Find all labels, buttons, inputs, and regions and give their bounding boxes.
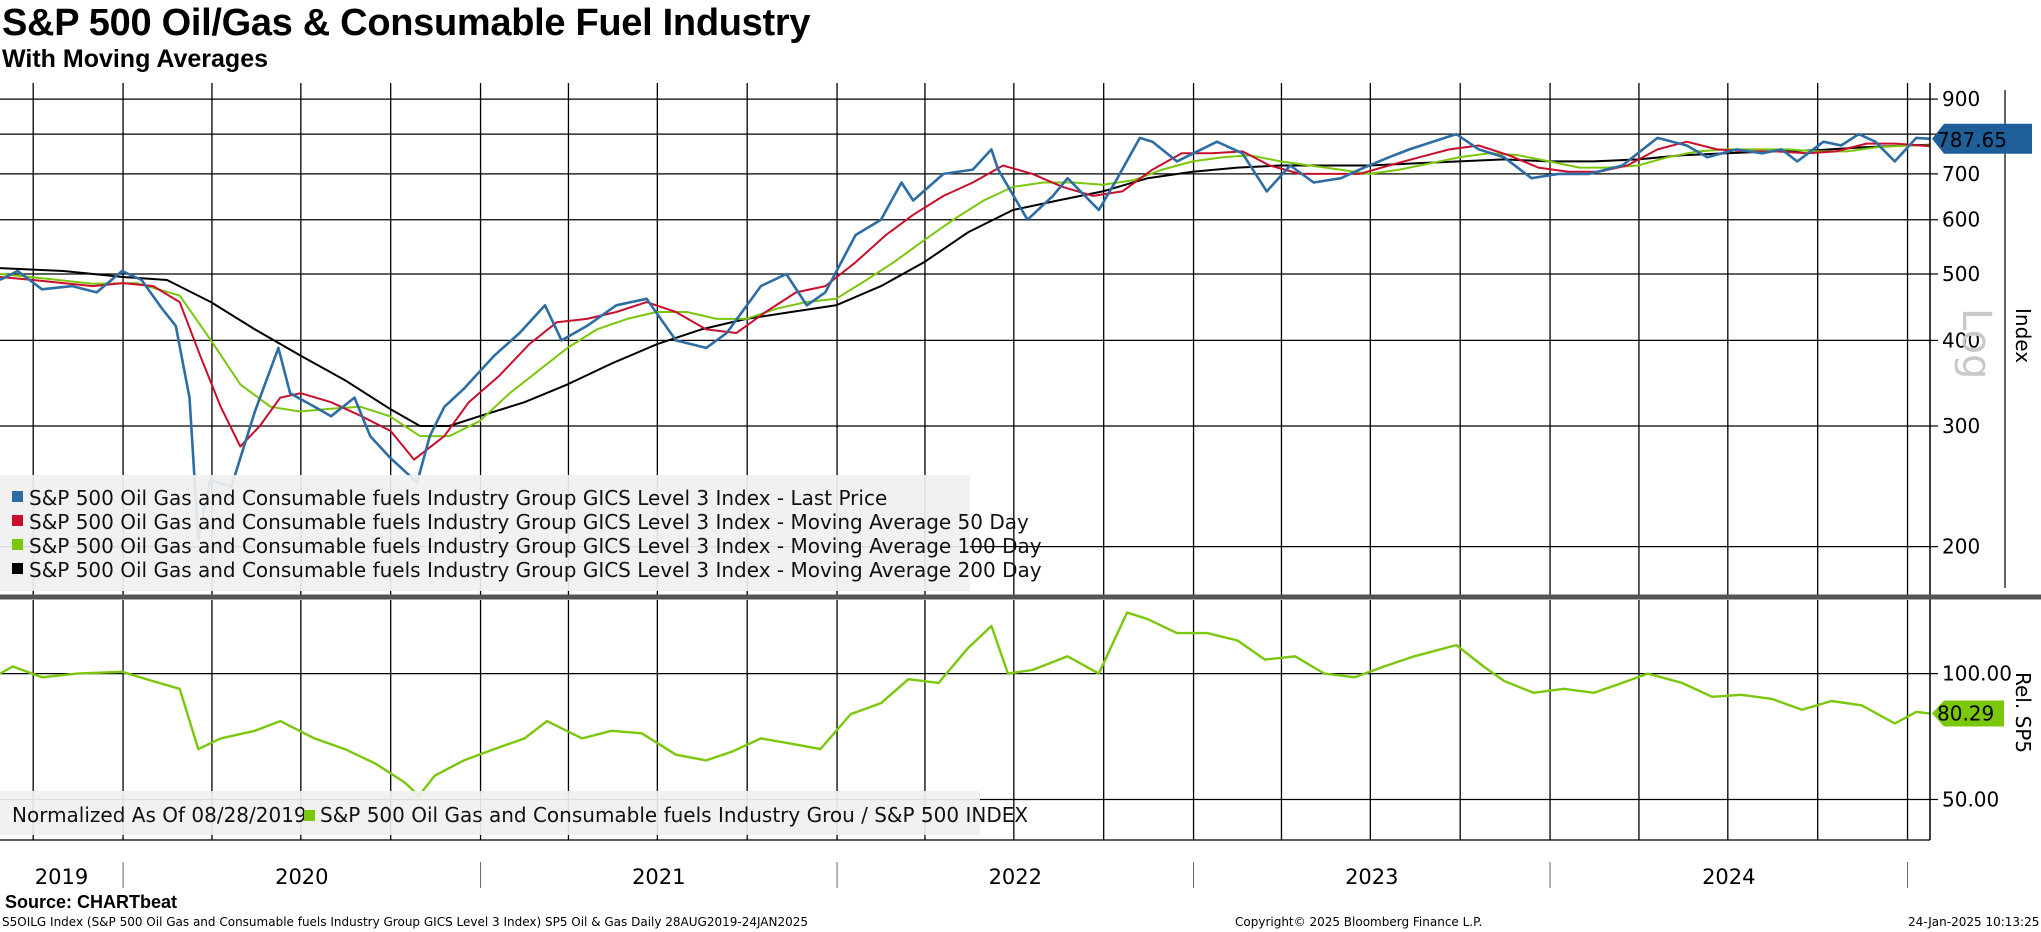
lower-legend-note: Normalized As Of 08/28/2019	[12, 803, 307, 827]
upper-y-tick-label: 300	[1942, 414, 1980, 438]
upper-y-tick-label: 500	[1942, 262, 1980, 286]
upper-last-value-flag: 787.65	[1932, 123, 2032, 154]
timestamp-label: 24-Jan-2025 10:13:25	[1908, 915, 2040, 929]
upper-panel-series	[0, 132, 1931, 541]
axes: 200 300 400 500 600 700 900 50.00 100.00 2019 2020…	[0, 83, 2041, 889]
series-line-last_price	[0, 132, 1931, 541]
upper-y-tick-label: 400	[1942, 328, 1980, 352]
lower-panel-series	[0, 611, 1931, 798]
year-label: 2024	[1702, 865, 1755, 889]
legend-swatch-last-price	[12, 491, 23, 502]
lower-y-tick-label: 50.00	[1942, 787, 1999, 811]
ticker-description: S5OILG Index (S&P 500 Oil Gas and Consum…	[2, 915, 809, 929]
legend-label-last-price: S&P 500 Oil Gas and Consumable fuels Ind…	[29, 486, 887, 510]
legend-label-ma50: S&P 500 Oil Gas and Consumable fuels Ind…	[29, 510, 1029, 534]
lower-legend-box	[0, 791, 980, 835]
legend-swatch-ma50	[12, 515, 23, 526]
lower-last-value-flag: 80.29	[1932, 700, 2004, 727]
lower-last-value-label: 80.29	[1937, 701, 1994, 725]
upper-y-tick-label: 200	[1942, 535, 1980, 559]
upper-y-tick-label: 900	[1942, 87, 1980, 111]
legend-label-ma100: S&P 500 Oil Gas and Consumable fuels Ind…	[29, 534, 1042, 558]
year-label: 2020	[275, 865, 328, 889]
lower-y-tick-label: 100.00	[1942, 662, 2012, 686]
chart-subtitle: With Moving Averages	[2, 45, 269, 73]
copyright-notice: Copyright© 2025 Bloomberg Finance L.P.	[1235, 915, 1483, 929]
source-label: Source: CHARTbeat	[5, 892, 178, 912]
chart-title: S&P 500 Oil/Gas & Consumable Fuel Indust…	[2, 2, 811, 44]
year-label: 2021	[632, 865, 685, 889]
series-line-ma200	[0, 143, 1931, 427]
lower-axis-label: Rel. SP5	[2011, 672, 2035, 753]
upper-last-value-label: 787.65	[1937, 128, 2007, 152]
upper-legend-box	[0, 475, 970, 591]
year-label: 2022	[989, 865, 1042, 889]
upper-legend: S&P 500 Oil Gas and Consumable fuels Ind…	[12, 486, 1042, 582]
series-line-ma50	[0, 140, 1931, 461]
legend-swatch-ma100	[12, 539, 23, 550]
legend-swatch-ma200	[12, 563, 23, 574]
year-label: 2023	[1345, 865, 1398, 889]
upper-axis-scale-label: Log	[1953, 308, 1999, 379]
legend-swatch-relative	[304, 810, 315, 821]
legend-label-relative: S&P 500 Oil Gas and Consumable fuels Ind…	[320, 803, 1028, 827]
legend-label-ma200: S&P 500 Oil Gas and Consumable fuels Ind…	[29, 558, 1042, 582]
upper-y-tick-label: 700	[1942, 162, 1980, 186]
upper-y-tick-label: 600	[1942, 208, 1980, 232]
upper-axis-label: Index	[2011, 308, 2035, 363]
year-label: 2019	[35, 865, 88, 889]
series-line-relative	[0, 611, 1931, 798]
